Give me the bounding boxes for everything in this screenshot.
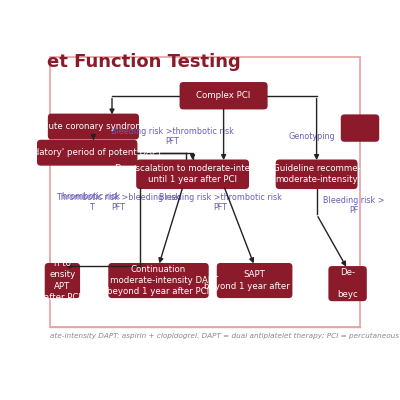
Text: Thrombotic risk >bleeding risk
PFT: Thrombotic risk >bleeding risk PFT (56, 193, 180, 212)
Text: et Function Testing: et Function Testing (47, 53, 241, 71)
FancyBboxPatch shape (180, 82, 268, 110)
FancyBboxPatch shape (276, 160, 358, 189)
Text: Complex PCI: Complex PCI (196, 91, 251, 100)
Text: SAPT
beyond 1 year after PCI: SAPT beyond 1 year after PCI (204, 270, 306, 290)
FancyBboxPatch shape (217, 263, 292, 298)
Text: Bleeding risk >thrombotic risk
PFT: Bleeding risk >thrombotic risk PFT (159, 193, 282, 212)
Text: hrombotic risk
T: hrombotic risk T (62, 192, 121, 212)
Text: Bleeding risk >
PF: Bleeding risk > PF (323, 196, 384, 215)
FancyBboxPatch shape (136, 160, 249, 189)
Text: 'Mandatory' period of potent DAPT: 'Mandatory' period of potent DAPT (12, 148, 162, 157)
Text: Genotyping: Genotyping (289, 132, 335, 141)
Text: ate-intensity DAPT: aspirin + clopidogrel. DAPT = dual antiplatelet therapy; PCI: ate-intensity DAPT: aspirin + clopidogre… (50, 333, 400, 339)
FancyBboxPatch shape (37, 140, 138, 166)
Text: De-

beyc: De- beyc (337, 268, 358, 299)
Text: n to
ensity
APT
after PCI: n to ensity APT after PCI (44, 259, 81, 302)
FancyBboxPatch shape (328, 266, 367, 301)
FancyBboxPatch shape (50, 57, 360, 327)
Text: Bleeding risk >thrombotic risk
PFT: Bleeding risk >thrombotic risk PFT (111, 127, 234, 146)
Text: Continuation
of moderate-intensity DAPT
beyond 1 year after PCI: Continuation of moderate-intensity DAPT … (99, 265, 218, 296)
Text: De-escalation to moderate-intensity
until 1 year after PCI: De-escalation to moderate-intensity unti… (115, 164, 270, 184)
FancyBboxPatch shape (108, 263, 209, 298)
FancyBboxPatch shape (341, 114, 379, 142)
Text: Guideline recomme-
moderate-intensity: Guideline recomme- moderate-intensity (273, 164, 360, 184)
Text: Acute coronary syndrome: Acute coronary syndrome (38, 122, 149, 131)
FancyBboxPatch shape (48, 114, 139, 140)
FancyBboxPatch shape (45, 263, 80, 298)
